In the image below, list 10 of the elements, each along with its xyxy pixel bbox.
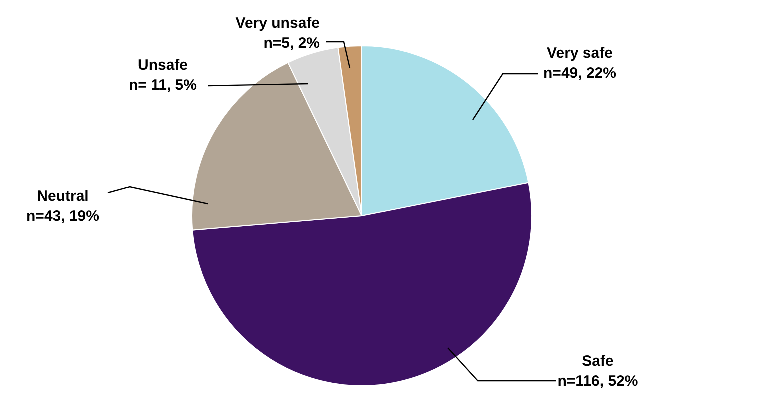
data-label: n= 11, 5% (129, 77, 197, 94)
slice-label: Safe (582, 353, 614, 370)
slice-label: Very safe (547, 45, 613, 62)
data-label: n=49, 22% (544, 65, 616, 82)
data-label: n=5, 2% (264, 35, 320, 52)
data-label: n=116, 52% (558, 373, 638, 390)
slice-label: Unsafe (138, 57, 188, 74)
data-label: n=43, 19% (26, 208, 100, 225)
slice-label: Very unsafe (236, 15, 320, 32)
slice-label: Neutral (37, 188, 89, 205)
